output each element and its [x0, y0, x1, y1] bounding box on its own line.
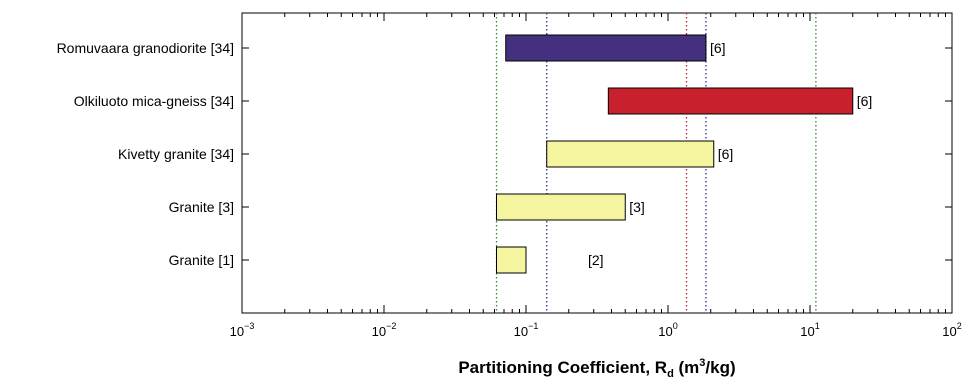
reference-labels: [6] [6] [6] [3] [2] — [588, 40, 872, 268]
x-tick-label-6: 102 — [942, 321, 961, 339]
x-axis-title-main: Partitioning Coefficient, R — [458, 358, 667, 377]
bar-5 — [496, 246, 527, 274]
bar-reference-label-1: [6] — [710, 40, 726, 56]
bar-4 — [496, 193, 626, 221]
plot-area — [241, 12, 953, 314]
x-tick-label-1: 10−3 — [230, 321, 255, 339]
bar-1 — [505, 34, 707, 62]
x-axis-title-unit-close: /kg) — [705, 358, 735, 377]
x-axis-ticks: 10−3 10−2 10−1 100 101 102 — [230, 13, 962, 339]
bar-reference-label-3: [6] — [718, 146, 734, 162]
bar-reference-label-2: [6] — [857, 93, 873, 109]
bar-3 — [546, 140, 715, 168]
x-tick-label-2: 10−2 — [372, 321, 397, 339]
category-labels: Romuvaara granodiorite [34] Olkiluoto mic… — [57, 40, 234, 268]
category-label-5: Granite [1] — [169, 252, 234, 268]
x-tick-label-4: 100 — [658, 321, 677, 339]
category-label-1: Romuvaara granodiorite [34] — [57, 40, 234, 56]
bar-reference-label-5: [2] — [588, 252, 604, 268]
x-axis-title: Partitioning Coefficient, Rd (m3/kg) — [458, 357, 735, 380]
bar-reference-label-4: [3] — [629, 199, 645, 215]
x-axis-title-subscript: d — [667, 368, 674, 380]
category-label-4: Granite [3] — [169, 199, 234, 215]
x-tick-label-5: 101 — [800, 321, 819, 339]
x-axis-title-unit-open: (m — [674, 358, 700, 377]
bars — [496, 34, 854, 274]
plot-border — [241, 12, 953, 314]
bar-2 — [607, 87, 854, 115]
category-label-2: Olkiluoto mica-gneiss [34] — [74, 93, 234, 109]
x-tick-label-3: 10−1 — [514, 321, 539, 339]
x-axis-title-superscript: 3 — [699, 357, 705, 369]
category-label-3: Kivetty granite [34] — [118, 146, 234, 162]
